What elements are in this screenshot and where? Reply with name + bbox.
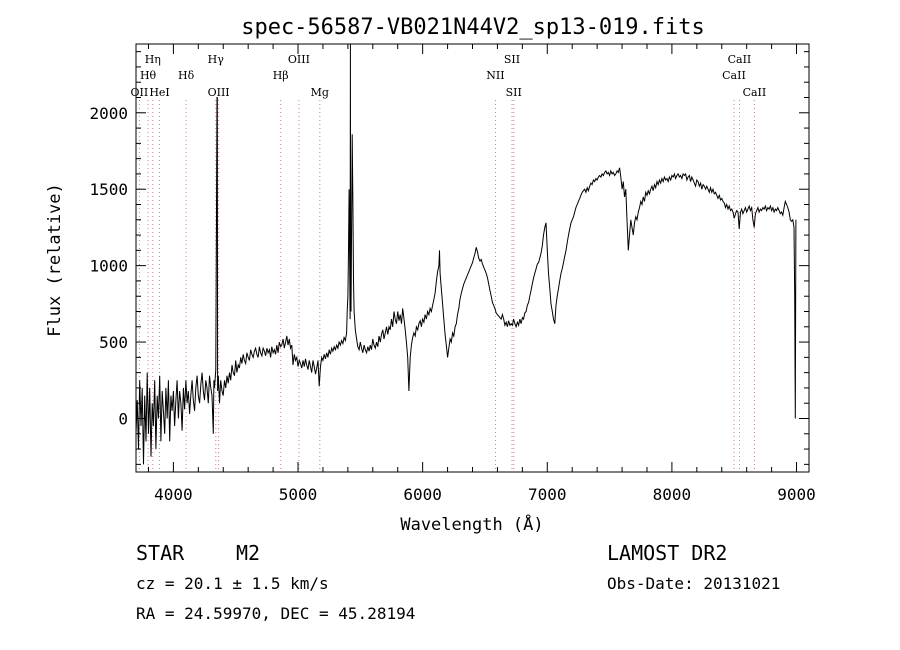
y-tick-label: 1000 — [89, 257, 128, 276]
line-marker-label: SII — [506, 86, 522, 99]
coordinates-text: RA = 24.59970, DEC = 45.28194 — [136, 604, 416, 623]
subclass: M2 — [236, 541, 261, 565]
line-marker-label: Mg — [311, 86, 329, 99]
plot-frame — [135, 43, 810, 473]
line-marker-label: Hθ — [140, 69, 157, 82]
line-marker-label: CaII — [728, 53, 752, 66]
line-marker-label: CaII — [743, 86, 767, 99]
line-marker-label: CaII — [722, 69, 746, 82]
chart-title: spec-56587-VB021N44V2_sp13-019.fits — [241, 15, 705, 40]
x-tick-label: 8000 — [653, 485, 692, 504]
x-tick-label: 4000 — [154, 485, 193, 504]
line-marker-label: Hη — [145, 53, 161, 66]
line-marker-label: OIII — [208, 86, 230, 99]
x-axis-label: Wavelength (Å) — [400, 513, 543, 535]
y-tick-label: 0 — [118, 410, 128, 429]
spectrum-line — [135, 43, 797, 465]
x-axis: 4000 5000 6000 7000 8000 9000 — [147, 44, 816, 504]
y-axis-label: Flux (relative) — [45, 183, 65, 337]
survey-name: LAMOST DR2 — [607, 541, 728, 565]
y-axis: 0 500 1000 1500 2000 — [89, 51, 809, 465]
line-marker-label: HeI — [149, 86, 169, 99]
x-tick-label: 6000 — [403, 485, 442, 504]
object-type: STAR — [136, 541, 185, 565]
obs-date: Obs-Date: 20131021 — [607, 574, 781, 593]
line-marker-label: SII — [504, 53, 520, 66]
line-marker-label: OIII — [288, 53, 310, 66]
line-marker-label: NII — [486, 69, 504, 82]
line-marker-label: Hγ — [208, 53, 225, 66]
x-tick-label: 7000 — [528, 485, 567, 504]
line-marker-label: Hβ — [273, 69, 289, 82]
x-tick-label: 5000 — [279, 485, 318, 504]
y-tick-label: 2000 — [89, 104, 128, 123]
y-tick-label: 1500 — [89, 180, 128, 199]
x-tick-label: 9000 — [777, 485, 816, 504]
y-tick-label: 500 — [99, 333, 128, 352]
line-marker-label: Hδ — [178, 69, 195, 82]
redshift-text: cz = 20.1 ± 1.5 km/s — [136, 574, 329, 593]
line-marker-label: OII — [131, 86, 149, 99]
